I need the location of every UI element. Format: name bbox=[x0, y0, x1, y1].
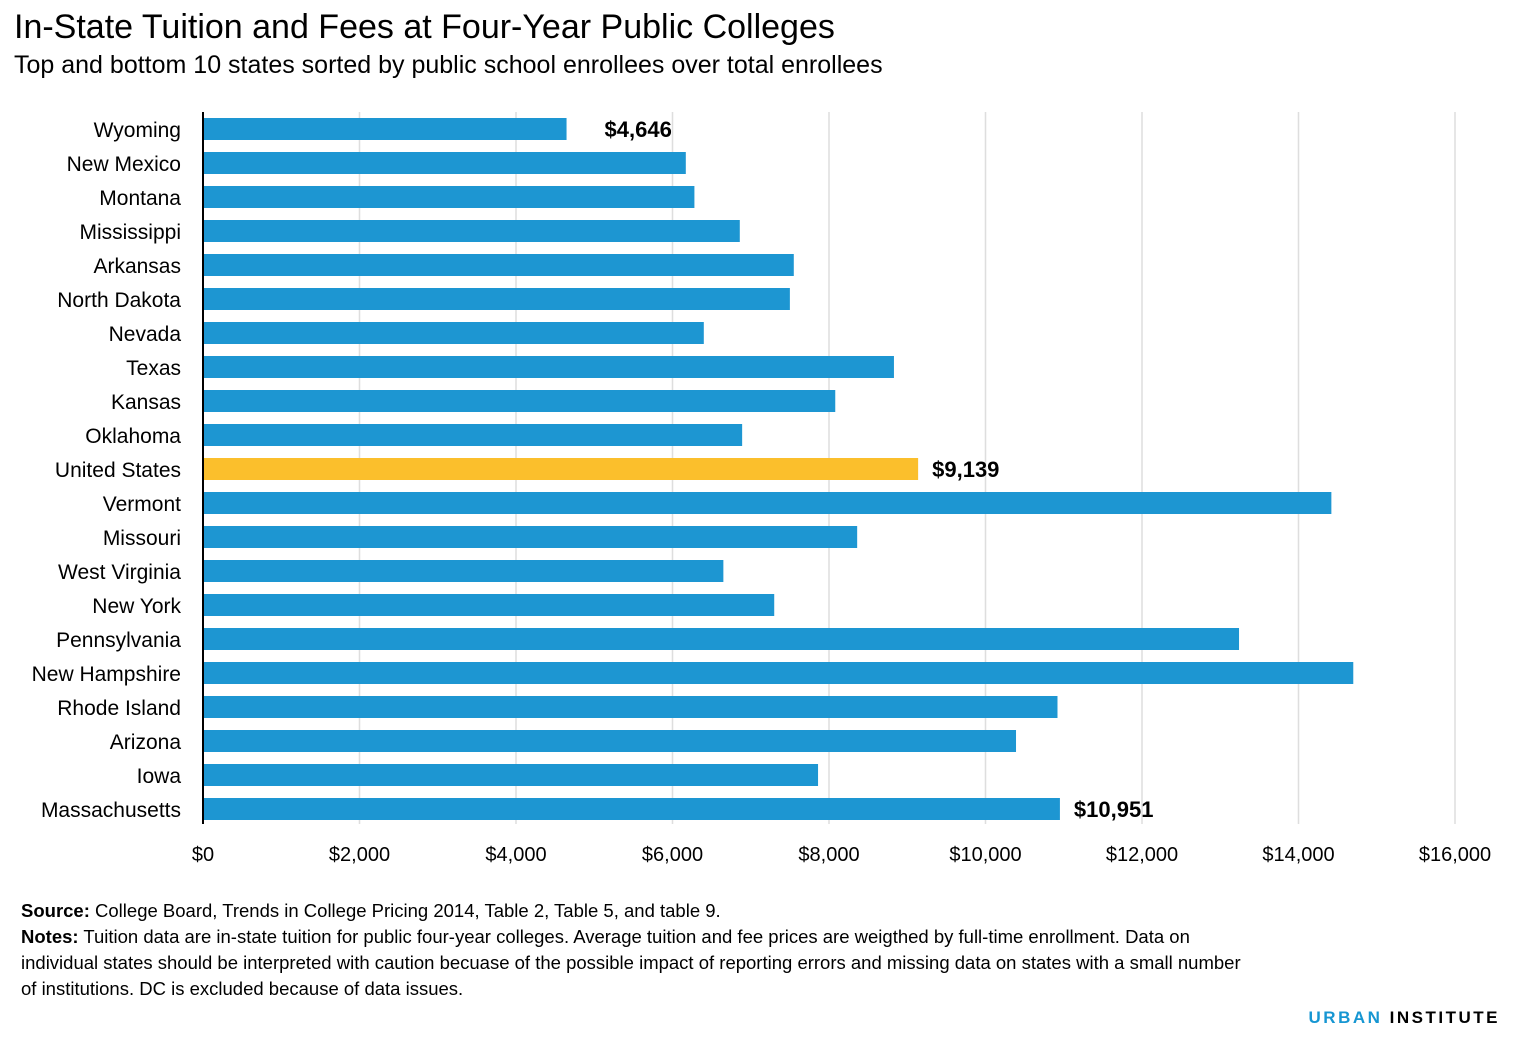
category-label: Arizona bbox=[110, 731, 182, 754]
category-label: Oklahoma bbox=[85, 425, 181, 448]
category-label: Wyoming bbox=[94, 119, 181, 142]
urban-institute-logo: URBAN INSTITUTE bbox=[1309, 1008, 1500, 1028]
category-label: Nevada bbox=[109, 323, 182, 346]
category-label: New Mexico bbox=[67, 153, 181, 176]
category-label: Pennsylvania bbox=[56, 629, 181, 652]
bar-nevada bbox=[203, 322, 704, 344]
category-label: West Virginia bbox=[58, 561, 181, 584]
bar-kansas bbox=[203, 390, 836, 412]
notes-label: Notes: bbox=[21, 926, 79, 947]
bar-iowa bbox=[203, 764, 819, 786]
category-label: United States bbox=[55, 459, 181, 482]
category-label: North Dakota bbox=[57, 289, 181, 312]
bar-missouri bbox=[203, 526, 858, 548]
x-tick-label: $16,000 bbox=[1419, 844, 1491, 866]
bar-mississippi bbox=[203, 220, 740, 242]
bar-oklahoma bbox=[203, 424, 743, 446]
chart-subtitle: Top and bottom 10 states sorted by publi… bbox=[14, 51, 883, 79]
bar-wyoming bbox=[203, 118, 567, 140]
bar-new-york bbox=[203, 594, 775, 616]
source-text: College Board, Trends in College Pricing… bbox=[95, 900, 721, 921]
source-label: Source: bbox=[21, 900, 90, 921]
x-tick-label: $14,000 bbox=[1262, 844, 1334, 866]
bar-north-dakota bbox=[203, 288, 790, 310]
x-tick-label: $2,000 bbox=[329, 844, 390, 866]
x-tick-label: $10,000 bbox=[949, 844, 1021, 866]
brand-institute: INSTITUTE bbox=[1389, 1008, 1500, 1027]
bar-vermont bbox=[203, 492, 1332, 514]
category-label: Rhode Island bbox=[57, 697, 181, 720]
category-label: New York bbox=[92, 595, 181, 618]
category-label: Massachusetts bbox=[41, 799, 181, 822]
bar-massachusetts bbox=[203, 798, 1060, 820]
notes-text: Tuition data are in-state tuition for pu… bbox=[21, 926, 1241, 999]
x-tick-label: $0 bbox=[192, 844, 214, 866]
bar-west-virginia bbox=[203, 560, 724, 582]
notes-note: Notes: Tuition data are in-state tuition… bbox=[21, 924, 1261, 1002]
bar-texas bbox=[203, 356, 894, 378]
data-label: $4,646 bbox=[605, 117, 672, 142]
bar-united-states bbox=[203, 458, 919, 480]
chart-title: In-State Tuition and Fees at Four-Year P… bbox=[14, 8, 835, 46]
category-label: Iowa bbox=[137, 765, 182, 788]
bar-pennsylvania bbox=[203, 628, 1240, 650]
data-label: $9,139 bbox=[932, 457, 999, 482]
source-note: Source: College Board, Trends in College… bbox=[21, 898, 1261, 924]
bar-arkansas bbox=[203, 254, 794, 276]
bar-rhode-island bbox=[203, 696, 1058, 718]
x-tick-label: $4,000 bbox=[485, 844, 546, 866]
category-label: Missouri bbox=[103, 527, 181, 550]
category-label: Arkansas bbox=[93, 255, 181, 278]
x-tick-label: $6,000 bbox=[642, 844, 703, 866]
bar-chart: Wyoming New Mexico Montana Mississippi Arkan… bbox=[32, 112, 1491, 866]
bar-arizona bbox=[203, 730, 1017, 752]
category-label: Montana bbox=[99, 187, 181, 210]
bar-new-hampshire bbox=[203, 662, 1354, 684]
category-label: New Hampshire bbox=[32, 663, 181, 686]
category-label: Texas bbox=[126, 357, 181, 380]
data-label: $10,951 bbox=[1074, 797, 1154, 822]
bar-new-mexico bbox=[203, 152, 686, 174]
x-tick-label: $12,000 bbox=[1106, 844, 1178, 866]
category-label: Kansas bbox=[111, 391, 181, 414]
category-label: Vermont bbox=[103, 493, 181, 516]
bar-montana bbox=[203, 186, 695, 208]
category-label: Mississippi bbox=[79, 221, 181, 244]
brand-urban: URBAN bbox=[1308, 1008, 1383, 1027]
x-tick-label: $8,000 bbox=[798, 844, 859, 866]
